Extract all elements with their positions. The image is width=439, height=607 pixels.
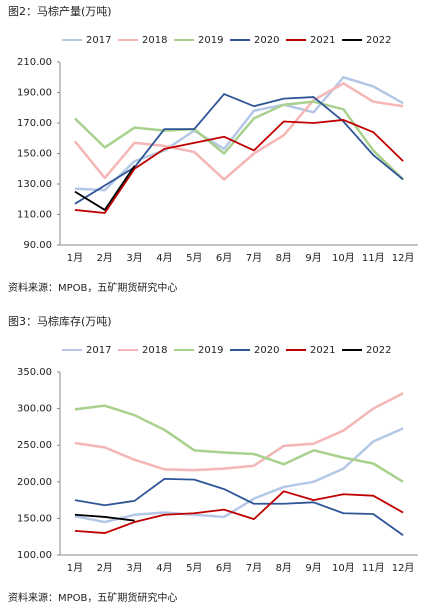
y-tick-label: 190.00 (17, 88, 52, 99)
y-tick-label: 210.00 (17, 57, 52, 68)
x-tick-label: 3月 (126, 252, 142, 264)
y-tick-label: 90.00 (23, 240, 52, 251)
x-tick-label: 9月 (305, 562, 321, 574)
y-tick-label: 170.00 (17, 118, 52, 129)
x-tick-label: 7月 (246, 252, 262, 264)
series-line (74, 513, 135, 522)
x-tick-label: 10月 (332, 562, 355, 574)
x-tick-label: 5月 (186, 562, 202, 574)
source-note: 资料来源：MPOB，五矿期货研究中心 (8, 281, 177, 294)
legend-label: 2020 (254, 345, 279, 356)
y-tick-label: 150.00 (17, 513, 52, 524)
figure-caption: 图2：马棕产量(万吨) (8, 4, 112, 18)
legend-label: 2021 (310, 35, 335, 46)
legend-label: 2017 (86, 345, 111, 356)
series-line (74, 93, 404, 205)
y-tick-label: 200.00 (17, 477, 52, 488)
x-tick-label: 3月 (126, 562, 142, 574)
series-line (74, 404, 404, 483)
y-tick-label: 110.00 (17, 210, 52, 221)
x-tick-label: 8月 (276, 252, 292, 264)
x-tick-label: 4月 (156, 252, 172, 264)
series-line (74, 76, 404, 192)
x-tick-label: 4月 (156, 562, 172, 574)
series-line (74, 490, 404, 534)
series-line (74, 427, 404, 524)
x-tick-label: 2月 (97, 252, 113, 264)
y-tick-label: 250.00 (17, 440, 52, 451)
x-tick-label: 7月 (246, 562, 262, 574)
x-tick-label: 1月 (67, 562, 83, 574)
legend-label: 2019 (198, 35, 223, 46)
y-tick-label: 150.00 (17, 149, 52, 160)
series-line (74, 165, 136, 211)
x-tick-label: 11月 (362, 252, 385, 264)
x-tick-label: 10月 (332, 252, 355, 264)
y-tick-label: 100.00 (17, 550, 52, 561)
x-tick-label: 1月 (67, 252, 83, 264)
x-tick-label: 2月 (97, 562, 113, 574)
x-tick-label: 6月 (216, 562, 232, 574)
y-tick-label: 130.00 (17, 179, 52, 190)
legend-label: 2018 (142, 345, 167, 356)
legend-label: 2019 (198, 345, 223, 356)
series-line (74, 100, 404, 181)
x-tick-label: 8月 (276, 562, 292, 574)
legend-label: 2018 (142, 35, 167, 46)
x-tick-label: 11月 (362, 562, 385, 574)
legend-label: 2020 (254, 35, 279, 46)
figure-caption: 图3：马棕库存(万吨) (8, 314, 112, 328)
legend-label: 2022 (366, 345, 391, 356)
legend-label: 2021 (310, 345, 335, 356)
source-note: 资料来源：MPOB，五矿期货研究中心 (8, 591, 177, 604)
y-tick-label: 350.00 (17, 367, 52, 378)
legend-label: 2022 (366, 35, 391, 46)
x-tick-label: 12月 (392, 562, 415, 574)
x-tick-label: 5月 (186, 252, 202, 264)
x-tick-label: 6月 (216, 252, 232, 264)
x-tick-label: 9月 (305, 252, 321, 264)
legend-label: 2017 (86, 35, 111, 46)
series-line (74, 119, 404, 214)
series-line (74, 477, 404, 536)
x-tick-label: 12月 (392, 252, 415, 264)
series-line (73, 82, 404, 181)
y-tick-label: 300.00 (17, 404, 52, 415)
series-line (74, 392, 404, 472)
